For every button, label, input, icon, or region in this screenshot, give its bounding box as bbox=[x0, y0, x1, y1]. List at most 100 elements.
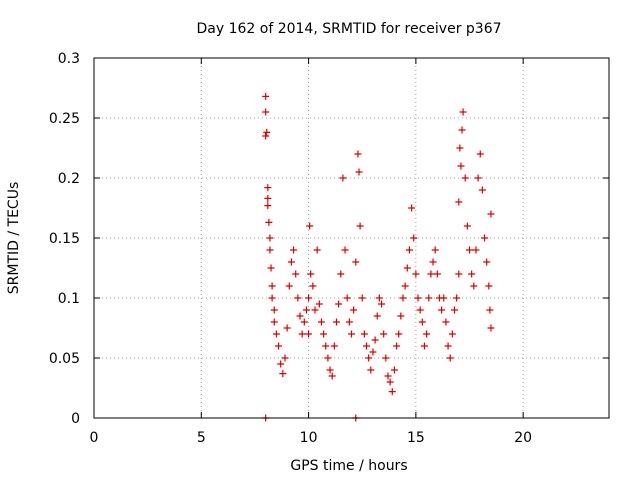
data-point bbox=[463, 222, 471, 230]
data-point bbox=[363, 342, 371, 350]
data-point bbox=[300, 318, 308, 326]
x-axis-label: GPS time / hours bbox=[290, 458, 407, 474]
data-point bbox=[267, 264, 275, 272]
x-tick-label: 15 bbox=[407, 430, 425, 446]
data-point bbox=[468, 270, 476, 278]
data-point bbox=[403, 264, 411, 272]
data-point bbox=[343, 294, 351, 302]
data-point bbox=[292, 270, 300, 278]
data-point bbox=[483, 258, 491, 266]
data-point bbox=[457, 162, 465, 170]
data-point bbox=[262, 108, 270, 116]
data-point bbox=[390, 366, 398, 374]
data-point bbox=[281, 354, 289, 362]
data-point bbox=[369, 348, 377, 356]
y-tick-label: 0.2 bbox=[58, 171, 80, 187]
data-point bbox=[412, 270, 420, 278]
data-point bbox=[446, 354, 454, 362]
data-point bbox=[277, 360, 285, 368]
data-point bbox=[262, 132, 270, 140]
data-point bbox=[373, 312, 381, 320]
x-tick-label: 5 bbox=[197, 430, 206, 446]
data-point bbox=[294, 294, 302, 302]
data-point bbox=[395, 330, 403, 338]
y-tick-label: 0.1 bbox=[58, 291, 80, 307]
y-axis-label: SRMTID / TECUs bbox=[6, 182, 22, 295]
data-point bbox=[440, 294, 448, 302]
data-points bbox=[262, 92, 495, 422]
data-point bbox=[350, 306, 358, 314]
data-point bbox=[309, 282, 317, 290]
data-point bbox=[337, 270, 345, 278]
data-point bbox=[311, 306, 319, 314]
data-point bbox=[433, 270, 441, 278]
data-point bbox=[470, 282, 478, 290]
data-point bbox=[365, 354, 373, 362]
data-point bbox=[388, 388, 396, 396]
data-point bbox=[378, 300, 386, 308]
data-point bbox=[405, 246, 413, 254]
data-point bbox=[265, 218, 273, 226]
data-point bbox=[275, 342, 283, 350]
data-point bbox=[328, 372, 336, 380]
data-point bbox=[478, 186, 486, 194]
data-point bbox=[298, 330, 306, 338]
data-point bbox=[444, 342, 452, 350]
y-tick-label: 0.15 bbox=[49, 231, 80, 247]
data-point bbox=[461, 174, 469, 182]
data-point bbox=[474, 174, 482, 182]
data-point bbox=[263, 128, 271, 136]
data-point bbox=[339, 174, 347, 182]
data-point bbox=[283, 324, 291, 332]
data-point bbox=[423, 330, 431, 338]
data-point bbox=[305, 330, 313, 338]
grid bbox=[94, 58, 609, 418]
data-point bbox=[330, 342, 338, 350]
data-point bbox=[266, 246, 274, 254]
data-point bbox=[429, 258, 437, 266]
data-point bbox=[472, 246, 480, 254]
data-point bbox=[358, 294, 366, 302]
data-point bbox=[401, 282, 409, 290]
data-point bbox=[268, 282, 276, 290]
data-point bbox=[485, 282, 493, 290]
x-tick-label: 20 bbox=[514, 430, 532, 446]
data-point bbox=[393, 342, 401, 350]
data-point bbox=[264, 194, 272, 202]
data-point bbox=[438, 306, 446, 314]
data-point bbox=[345, 318, 353, 326]
data-point bbox=[313, 246, 321, 254]
data-point bbox=[481, 234, 489, 242]
data-point bbox=[418, 318, 426, 326]
data-point bbox=[451, 306, 458, 314]
data-point bbox=[487, 210, 495, 218]
data-point bbox=[352, 258, 360, 266]
data-point bbox=[262, 92, 270, 100]
data-point bbox=[420, 342, 428, 350]
data-point bbox=[307, 270, 315, 278]
data-point bbox=[285, 282, 293, 290]
data-point bbox=[371, 336, 379, 344]
data-point bbox=[453, 294, 461, 302]
data-point bbox=[466, 246, 474, 254]
data-point bbox=[386, 378, 394, 386]
data-point bbox=[427, 270, 435, 278]
data-point bbox=[380, 330, 388, 338]
data-point bbox=[332, 318, 340, 326]
data-point bbox=[442, 318, 450, 326]
data-point bbox=[335, 300, 343, 308]
data-point bbox=[317, 318, 325, 326]
data-point bbox=[320, 330, 328, 338]
data-point bbox=[315, 300, 323, 308]
data-point bbox=[287, 258, 295, 266]
data-point bbox=[448, 330, 456, 338]
data-point bbox=[410, 234, 418, 242]
data-point bbox=[270, 306, 278, 314]
data-point bbox=[264, 184, 272, 192]
data-point bbox=[279, 370, 287, 378]
data-point bbox=[375, 294, 383, 302]
data-point bbox=[425, 294, 433, 302]
axes: 0 5 10 15 20 0 0.05 0.1 0.15 0.2 0.25 0.3 bbox=[49, 51, 610, 446]
data-point bbox=[355, 168, 363, 176]
data-point bbox=[324, 354, 332, 362]
